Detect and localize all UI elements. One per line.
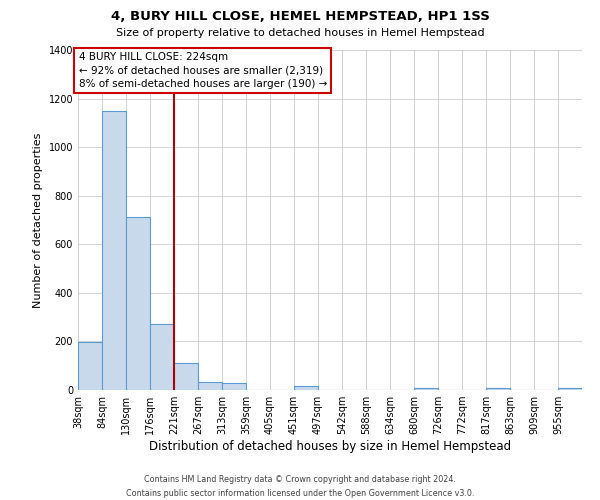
Bar — [78, 342, 102, 390]
Bar — [558, 388, 582, 390]
Text: Size of property relative to detached houses in Hemel Hempstead: Size of property relative to detached ho… — [116, 28, 484, 38]
Bar — [222, 382, 246, 390]
Bar — [414, 388, 438, 390]
Bar — [174, 364, 198, 390]
Bar — [486, 388, 510, 390]
X-axis label: Distribution of detached houses by size in Hemel Hempstead: Distribution of detached houses by size … — [149, 440, 511, 453]
Text: 4 BURY HILL CLOSE: 224sqm
← 92% of detached houses are smaller (2,319)
8% of sem: 4 BURY HILL CLOSE: 224sqm ← 92% of detac… — [79, 52, 327, 89]
Text: 4, BURY HILL CLOSE, HEMEL HEMPSTEAD, HP1 1SS: 4, BURY HILL CLOSE, HEMEL HEMPSTEAD, HP1… — [110, 10, 490, 23]
Bar — [198, 382, 222, 390]
Bar — [150, 324, 174, 390]
Text: Contains HM Land Registry data © Crown copyright and database right 2024.
Contai: Contains HM Land Registry data © Crown c… — [126, 476, 474, 498]
Y-axis label: Number of detached properties: Number of detached properties — [33, 132, 43, 308]
Bar — [102, 111, 126, 390]
Bar — [294, 386, 318, 390]
Bar — [126, 216, 150, 390]
